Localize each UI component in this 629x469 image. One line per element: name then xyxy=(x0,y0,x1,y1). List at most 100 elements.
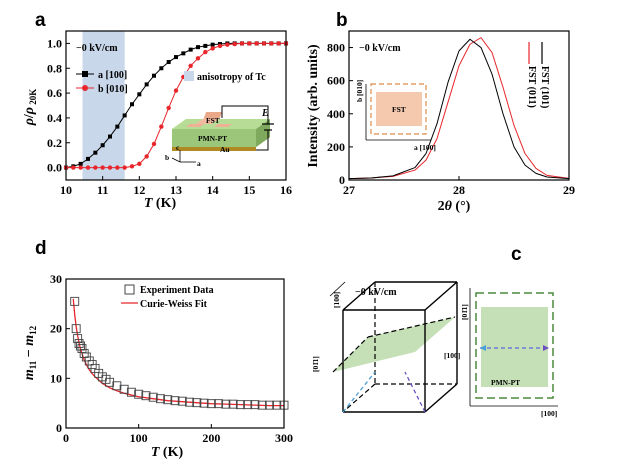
x-tick-label: 11 xyxy=(97,183,108,197)
data-point xyxy=(254,41,259,46)
data-point xyxy=(144,154,149,159)
panel-b-sample-inset: FST a [100] b [010] xyxy=(355,80,436,152)
experiment-point xyxy=(257,400,267,410)
y-tick-label: 200 xyxy=(327,140,345,154)
experiment-point xyxy=(126,387,136,397)
x-tick-label: 15 xyxy=(243,183,255,197)
y-tick-label: 20 xyxy=(50,322,62,336)
data-point xyxy=(174,55,178,60)
experiment-point xyxy=(70,296,80,306)
data-point xyxy=(188,63,193,68)
data-point xyxy=(93,150,98,155)
x-tick-label: 27 xyxy=(343,183,355,197)
data-point xyxy=(129,164,135,169)
x-tick-label: 28 xyxy=(453,183,465,197)
panel-a-xlabel: T (K) xyxy=(144,196,177,211)
panel-b-ylabel: Intensity (arb. units) xyxy=(306,44,321,168)
experiment-point xyxy=(163,395,173,405)
data-point xyxy=(239,41,245,46)
experiment-point xyxy=(84,356,94,366)
experiment-point xyxy=(105,377,115,387)
x-tick-label: 13 xyxy=(170,183,182,197)
experiment-point xyxy=(265,400,274,410)
x-tick-label: 10 xyxy=(60,183,72,197)
panel-d-xlabel: T (K) xyxy=(151,445,184,460)
experiment-point xyxy=(170,396,180,406)
x-tick-label: 16 xyxy=(280,183,292,197)
plane-material: PMN-PT xyxy=(491,378,520,387)
experiment-point xyxy=(148,392,158,402)
data-point xyxy=(100,143,105,148)
inset-layer-fst: FST xyxy=(206,116,220,125)
data-point xyxy=(85,165,91,170)
data-point xyxy=(100,165,105,170)
data-point xyxy=(181,51,186,56)
data-point xyxy=(196,45,200,50)
y-tick-label: 0.6 xyxy=(47,86,62,100)
legend-fit: Curie-Weiss Fit xyxy=(140,299,208,310)
x-tick-label: 200 xyxy=(202,431,220,445)
plane-outline xyxy=(475,292,554,399)
data-point xyxy=(122,165,127,170)
y-tick-label: 0.2 xyxy=(47,136,62,150)
y-tick-label: 0 xyxy=(56,421,62,435)
panel-c-plane-view: PMN-PT [01̄1] [100] xyxy=(460,288,558,418)
inset-axis-c: c xyxy=(176,143,180,152)
inset-axis-b: b xyxy=(165,153,169,162)
y-tick-label: 30 xyxy=(50,272,62,286)
experiment-point xyxy=(228,399,238,409)
experiment-point xyxy=(221,399,231,409)
panel-a-device-inset: FST PMN-PT Au E a b c xyxy=(165,105,274,168)
data-point xyxy=(137,161,142,167)
experiment-point xyxy=(112,381,122,391)
data-point xyxy=(159,124,164,129)
cube-diagonal-plane xyxy=(333,317,455,372)
data-point xyxy=(152,73,156,78)
x-tick-label: 300 xyxy=(275,431,293,445)
y-tick-label: 10 xyxy=(50,371,62,385)
data-point xyxy=(137,92,142,97)
panel-a-ylabel: ρ/ρ 20K xyxy=(22,89,38,127)
data-point xyxy=(78,165,83,170)
legend-circle-marker xyxy=(82,85,88,91)
y-tick-label: 0.8 xyxy=(47,61,62,75)
experiment-point xyxy=(177,396,187,406)
data-point xyxy=(210,42,215,47)
data-point xyxy=(115,165,120,170)
cube-label-diagonal: [01̄1] xyxy=(311,356,320,372)
experiment-point xyxy=(134,389,144,399)
x-tick-label: 12 xyxy=(133,183,145,197)
experiment-point xyxy=(156,394,165,404)
data-point xyxy=(203,43,208,48)
data-point xyxy=(107,165,113,170)
panel-a-chart: 10 11 12 13 14 15 16 0.0 0.2 0.4 0.6 0.8 1.0 −0 kV/c… xyxy=(22,30,292,211)
plane-axis-vertical: [01̄1] xyxy=(460,304,469,320)
data-point xyxy=(93,165,98,170)
experiment-point xyxy=(250,400,260,410)
data-point xyxy=(188,47,193,52)
y-tick-label: 0 xyxy=(339,173,345,187)
y-tick-label: 0.0 xyxy=(47,161,62,175)
inset-axis-a: a xyxy=(197,159,201,168)
data-point xyxy=(247,41,252,46)
panel-b-frame xyxy=(348,30,570,181)
xrd-curve-0 xyxy=(348,37,570,180)
curie-weiss-fit-line xyxy=(72,298,284,407)
experiment-point xyxy=(272,400,282,410)
experiment-point xyxy=(214,399,224,409)
data-point xyxy=(108,134,112,139)
data-point xyxy=(269,41,274,46)
data-point xyxy=(225,42,230,47)
inset-field-label: E xyxy=(261,108,269,119)
experiment-point xyxy=(243,400,253,410)
panel-a-frame xyxy=(65,30,287,181)
cube-label-vertical: [100] xyxy=(332,292,341,308)
inset-layer-pmnpt: PMN-PT xyxy=(198,134,227,143)
x-tick-label: 0 xyxy=(63,431,69,445)
experiment-point xyxy=(119,384,129,394)
data-point xyxy=(261,41,267,46)
experiment-point xyxy=(185,397,194,407)
cube-wireframe xyxy=(342,281,458,413)
sample-y-axis: b [010] xyxy=(355,80,364,102)
data-point xyxy=(276,41,281,46)
